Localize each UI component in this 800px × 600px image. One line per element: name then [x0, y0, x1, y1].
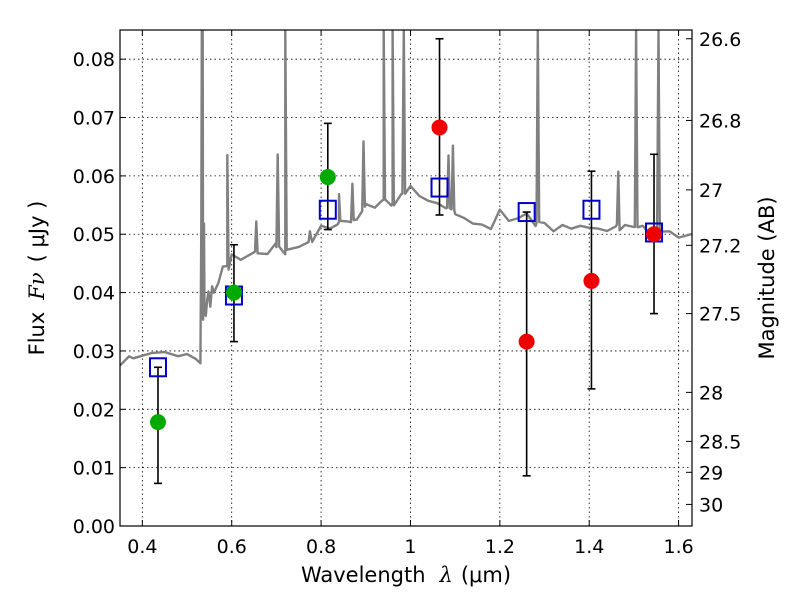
- y-axis-ticks: 0.00 0.01 0.02 0.03 0.04 0.05 0.06 0.07 0.08: [73, 49, 126, 538]
- magnitude-tick-label: 28: [699, 382, 723, 404]
- magnitude-tick-label: 26.6: [699, 29, 741, 51]
- magnitude-tick-label: 27: [699, 180, 723, 202]
- x-tick-label: 1.4: [574, 536, 604, 558]
- plot-frame: [119, 29, 693, 527]
- x-tick-label: 0.4: [127, 536, 157, 558]
- y-tick-label: 0.01: [73, 458, 115, 480]
- nir-photometry-point: [431, 119, 448, 136]
- magnitude-axis-ticks: 26.6 26.8 27 27.2 27.5 28 28.5 29 30: [686, 29, 741, 516]
- magnitude-tick-label: 28.5: [699, 431, 741, 453]
- optical-photometry-point: [319, 169, 336, 186]
- model-photometry-box: [517, 202, 536, 223]
- model-photometry-box: [148, 357, 167, 378]
- y-tick-label: 0.06: [73, 166, 115, 188]
- x-axis-label: Wavelength λ (μm): [301, 563, 511, 587]
- y-tick-label: 0.00: [73, 516, 115, 538]
- x-tick-label: 0.8: [306, 536, 336, 558]
- nir-photometry-point: [518, 333, 535, 350]
- spectrum-line: [120, 30, 692, 367]
- y-tick-label: 0.05: [73, 224, 115, 246]
- y-tick-label: 0.02: [73, 399, 115, 421]
- optical-photometry-point: [225, 284, 242, 301]
- y-tick-label: 0.03: [73, 341, 115, 363]
- x-tick-label: 0.6: [217, 536, 247, 558]
- y-tick-label: 0.04: [73, 283, 115, 305]
- model-spectrum: [120, 30, 692, 367]
- magnitude-tick-label: 27.5: [699, 304, 741, 326]
- x-tick-label: 1: [404, 536, 416, 558]
- nir-photometry-point: [583, 272, 600, 289]
- model-photometry-box: [318, 199, 337, 220]
- magnitude-tick-label: 26.8: [699, 110, 741, 132]
- y-axis-label: FluxFν( μJy ): [25, 201, 49, 356]
- magnitude-tick-label: 29: [699, 462, 723, 484]
- x-tick-label: 1.6: [663, 536, 693, 558]
- magnitude-axis-label: Magnitude (AB): [755, 196, 779, 359]
- optical-photometry-point: [149, 414, 166, 431]
- nir-photometry-point: [646, 226, 663, 243]
- magnitude-tick-label: 27.2: [699, 235, 741, 257]
- y-tick-label: 0.08: [73, 49, 115, 71]
- magnitude-tick-label: 30: [699, 494, 723, 516]
- model-photometry-box: [430, 177, 449, 198]
- x-axis-ticks: 0.4 0.6 0.8 1 1.2 1.4 1.6: [127, 30, 694, 558]
- x-tick-label: 1.2: [485, 536, 515, 558]
- model-photometry-box: [582, 199, 601, 220]
- y-tick-label: 0.07: [73, 108, 115, 130]
- grid: [120, 30, 692, 526]
- photometry-markers: [148, 119, 664, 431]
